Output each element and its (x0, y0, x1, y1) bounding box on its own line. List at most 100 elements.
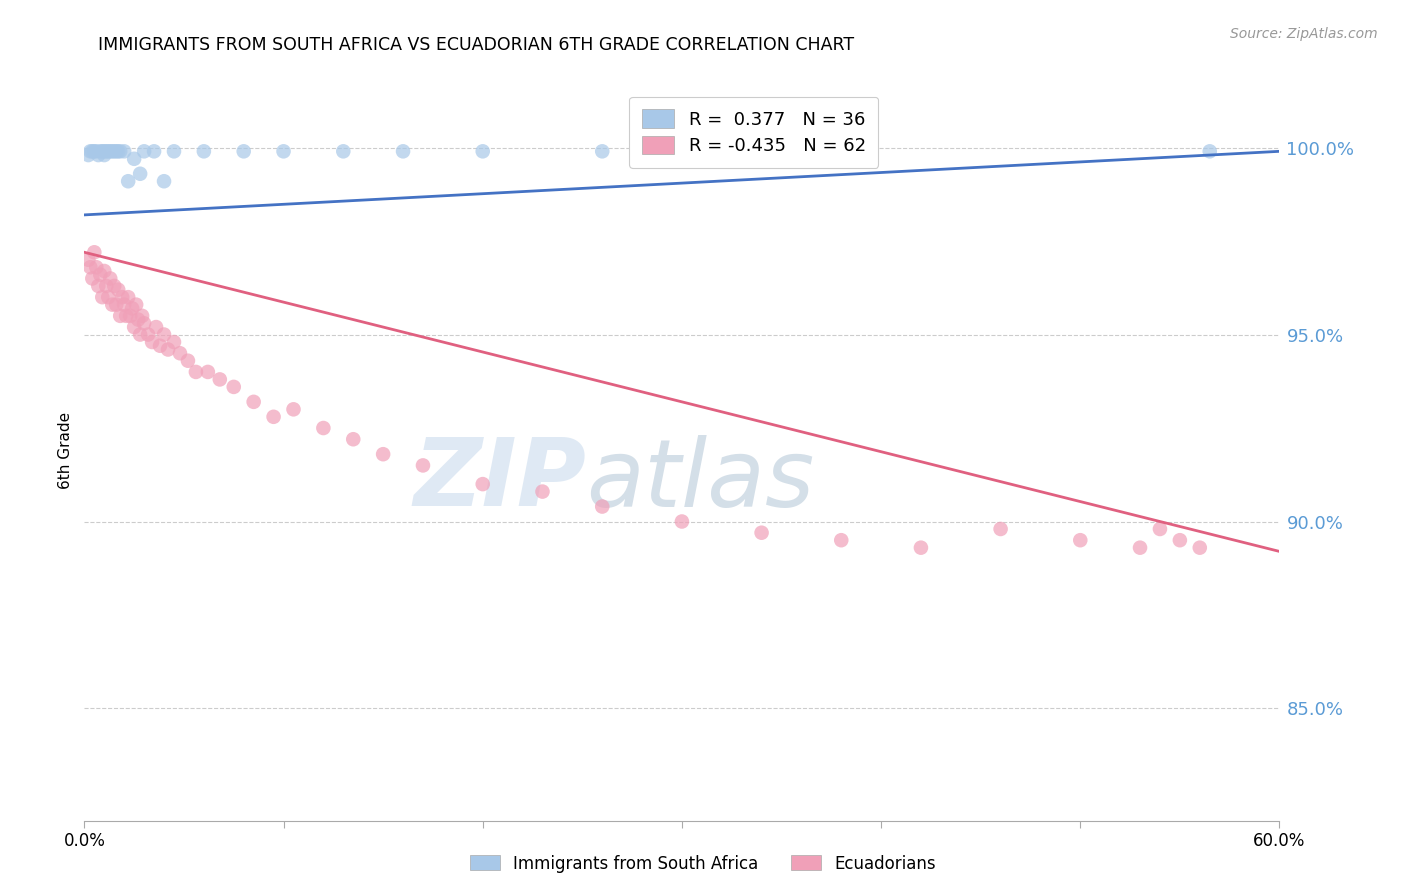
Point (163, 334, 186, 349)
Point (83, 145, 105, 159)
Point (103, 145, 125, 159)
Point (127, 312, 149, 326)
Point (690, 145, 713, 159)
Point (342, 432, 364, 446)
Point (1188, 541, 1211, 555)
Point (145, 320, 167, 334)
Point (531, 484, 554, 499)
Point (1149, 522, 1171, 536)
Point (132, 145, 156, 159)
Point (129, 327, 152, 342)
Point (177, 353, 200, 368)
Point (591, 500, 613, 514)
Point (115, 309, 138, 323)
Point (122, 152, 145, 166)
Point (471, 477, 494, 491)
Point (93, 148, 115, 162)
Point (1069, 533, 1091, 548)
Point (91, 145, 114, 159)
Point (96, 279, 118, 293)
Point (79, 260, 101, 275)
Point (91, 290, 114, 304)
Point (110, 309, 132, 323)
Point (79, 145, 101, 159)
Point (87, 279, 110, 293)
Point (117, 174, 139, 188)
Point (149, 339, 172, 353)
Point (77, 252, 100, 267)
Legend: Immigrants from South Africa, Ecuadorians: Immigrants from South Africa, Ecuadorian… (463, 848, 943, 880)
Y-axis label: 6th Grade: 6th Grade (58, 412, 73, 489)
Legend: R =  0.377   N = 36, R = -0.435   N = 62: R = 0.377 N = 36, R = -0.435 N = 62 (628, 96, 879, 168)
Point (101, 145, 124, 159)
Point (117, 290, 139, 304)
Text: Source: ZipAtlas.com: Source: ZipAtlas.com (1230, 27, 1378, 41)
Point (1129, 541, 1152, 555)
Point (591, 145, 613, 159)
Point (125, 298, 148, 312)
Point (77, 148, 100, 162)
Point (110, 145, 132, 159)
Point (332, 145, 354, 159)
Point (103, 279, 125, 293)
Point (153, 174, 176, 188)
Point (122, 320, 145, 334)
Point (105, 298, 128, 312)
Point (990, 522, 1012, 536)
Point (93, 264, 115, 278)
Point (87, 148, 110, 162)
Point (111, 290, 134, 304)
Point (1198, 145, 1220, 159)
Point (751, 525, 773, 540)
Point (184, 365, 207, 379)
Point (392, 145, 415, 159)
Text: ZIP: ZIP (413, 434, 586, 526)
Point (132, 316, 156, 330)
Point (193, 145, 215, 159)
Text: atlas: atlas (586, 434, 814, 525)
Point (107, 145, 129, 159)
Point (89, 268, 111, 282)
Point (153, 327, 176, 342)
Point (86, 145, 108, 159)
Text: IMMIGRANTS FROM SOUTH AFRICA VS ECUADORIAN 6TH GRADE CORRELATION CHART: IMMIGRANTS FROM SOUTH AFRICA VS ECUADORI… (98, 36, 855, 54)
Point (101, 298, 124, 312)
Point (82, 145, 104, 159)
Point (671, 515, 693, 529)
Point (169, 346, 191, 360)
Point (112, 145, 135, 159)
Point (98, 271, 121, 285)
Point (96, 145, 118, 159)
Point (97, 145, 120, 159)
Point (107, 283, 129, 297)
Point (830, 533, 852, 548)
Point (121, 301, 143, 316)
Point (89, 145, 111, 159)
Point (312, 421, 335, 435)
Point (98, 145, 121, 159)
Point (910, 541, 932, 555)
Point (373, 447, 395, 461)
Point (112, 298, 135, 312)
Point (197, 365, 219, 379)
Point (671, 145, 693, 159)
Point (263, 409, 285, 424)
Point (83, 245, 105, 260)
Point (129, 167, 152, 181)
Point (93, 145, 115, 159)
Point (1168, 533, 1191, 548)
Point (273, 145, 295, 159)
Point (222, 380, 245, 394)
Point (157, 343, 180, 357)
Point (82, 271, 104, 285)
Point (97, 290, 120, 304)
Point (283, 402, 305, 417)
Point (471, 145, 494, 159)
Point (120, 309, 142, 323)
Point (143, 145, 166, 159)
Point (105, 145, 128, 159)
Point (141, 334, 163, 349)
Point (242, 395, 264, 409)
Point (136, 327, 159, 342)
Point (208, 372, 231, 386)
